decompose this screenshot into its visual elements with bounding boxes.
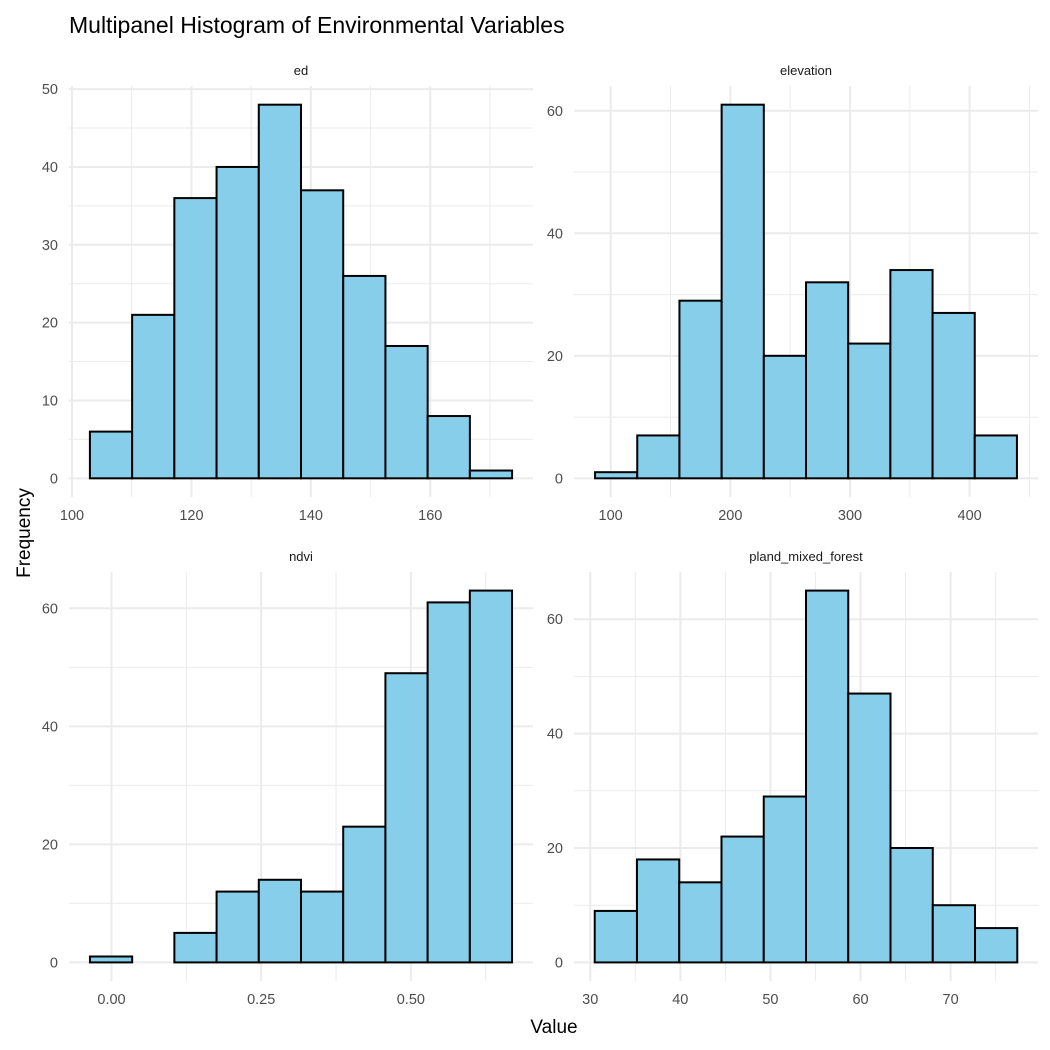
y-tick-label: 60	[547, 104, 563, 120]
y-tick-label: 0	[555, 955, 563, 971]
histogram-bar	[342, 825, 387, 964]
x-axis-label: Value	[530, 1017, 577, 1038]
histogram-bar	[720, 103, 765, 480]
histogram-bar	[384, 344, 429, 480]
x-tick-label: 120	[179, 508, 203, 524]
x-tick-label: 0.00	[97, 992, 125, 1008]
histogram-bar	[88, 955, 134, 964]
y-axis-label: Frequency	[14, 488, 35, 578]
y-tick-label: 0	[555, 471, 563, 487]
histogram-bar	[300, 890, 345, 964]
x-tick-label: 200	[718, 508, 742, 524]
histogram-bar	[257, 103, 302, 480]
histogram-bar	[468, 469, 514, 480]
y-tick-label: 20	[42, 316, 58, 332]
histogram-bar	[173, 197, 218, 480]
histogram-bar	[847, 342, 892, 480]
y-tick-label: 40	[547, 727, 563, 743]
panel-elevation: 100 200 300 400 0 20 40 60 elevation	[547, 63, 1038, 524]
chart-title: Multipanel Histogram of Environmental Va…	[69, 12, 565, 38]
x-tick-label: 300	[838, 508, 862, 524]
x-tick-label: 100	[60, 508, 84, 524]
histogram-bar	[805, 281, 850, 480]
histogram-bar	[636, 434, 681, 480]
histogram-bar	[300, 189, 345, 480]
y-tick-label: 0	[50, 955, 58, 971]
histogram-bar	[762, 354, 808, 480]
histogram-bar	[678, 299, 723, 480]
histogram-bar	[678, 881, 723, 964]
y-tick-label: 0	[50, 471, 58, 487]
x-tick-label: 40	[672, 992, 688, 1008]
y-tick-label: 20	[547, 841, 563, 857]
histogram-bar	[131, 313, 176, 480]
y-tick-label: 10	[42, 393, 58, 409]
histogram-bar	[426, 415, 471, 480]
histogram-bar	[762, 795, 807, 964]
histogram-bar	[974, 927, 1019, 964]
y-tick-label: 20	[42, 837, 58, 853]
y-tick-label: 40	[42, 160, 58, 176]
x-tick-label: 30	[582, 992, 598, 1008]
histogram-bar	[593, 909, 638, 964]
y-tick-label: 40	[547, 226, 563, 242]
x-tick-label: 160	[418, 508, 442, 524]
panel-ndvi: 0.00 0.25 0.50 0 20 40 60 ndvi	[42, 549, 533, 1008]
y-tick-label: 40	[42, 719, 58, 735]
facet-strip-label: ndvi	[289, 549, 313, 564]
histogram-bar	[805, 589, 850, 964]
histogram-bar	[468, 589, 514, 964]
x-tick-label: 70	[943, 992, 959, 1008]
y-tick-label: 60	[42, 601, 58, 617]
histogram-bar	[215, 165, 260, 480]
histogram-bar	[342, 274, 387, 480]
y-tick-label: 50	[42, 82, 58, 98]
x-tick-label: 50	[762, 992, 778, 1008]
panel-pland_mixed_forest: 30 40 50 60 70 0 20 40 60 pland_mixed_forest	[547, 549, 1038, 1008]
facet-strip-label: ed	[294, 63, 308, 78]
histogram-bar	[847, 692, 892, 964]
histogram-bar	[635, 858, 681, 964]
histogram-bar	[257, 878, 302, 964]
x-tick-label: 60	[852, 992, 868, 1008]
histogram-bar	[426, 601, 471, 964]
histogram-bar	[889, 847, 934, 964]
x-tick-label: 100	[599, 508, 623, 524]
x-tick-label: 0.25	[247, 992, 275, 1008]
x-tick-label: 400	[958, 508, 982, 524]
histogram-bar	[931, 904, 977, 964]
facet-strip-label: elevation	[780, 63, 832, 78]
y-tick-label: 20	[547, 349, 563, 365]
panel-ed: 100 120 140 160 0 10 20 30 40 50 ed	[42, 63, 533, 524]
histogram-bar	[594, 471, 639, 480]
histogram-bar	[173, 931, 218, 964]
histogram-bar	[384, 672, 429, 964]
x-tick-label: 140	[299, 508, 323, 524]
histogram-bar	[215, 890, 260, 964]
histogram-bar	[88, 430, 134, 480]
histogram-bar	[889, 269, 934, 480]
y-tick-label: 30	[42, 238, 58, 254]
histogram-bar	[720, 835, 765, 964]
y-tick-label: 60	[547, 612, 563, 628]
x-tick-label: 0.50	[397, 992, 425, 1008]
facet-strip-label: pland_mixed_forest	[749, 549, 863, 564]
histogram-bar	[973, 434, 1018, 480]
histogram-bar	[931, 311, 976, 480]
